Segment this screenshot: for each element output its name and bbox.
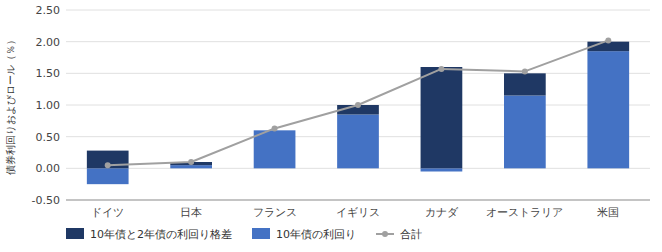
x-tick-label: オーストラリア xyxy=(486,206,563,219)
bar xyxy=(337,115,379,169)
bar xyxy=(587,51,629,168)
chart: -0.50 0.00 0.50 1.00 1.50 2.00 2.50 債券利回りおよびロール… xyxy=(0,0,662,252)
grid-line xyxy=(66,200,650,201)
bar xyxy=(504,96,546,169)
legend-swatch xyxy=(252,228,270,239)
x-tick-label: イギリス xyxy=(336,206,380,219)
line-marker xyxy=(522,68,528,74)
y-axis: -0.50 0.00 0.50 1.00 1.50 2.00 2.50 xyxy=(32,4,650,207)
line-marker xyxy=(272,125,278,131)
legend-swatch xyxy=(382,231,388,237)
legend-swatch xyxy=(66,228,84,239)
y-tick-label: -0.50 xyxy=(32,194,60,207)
x-tick-label: 日本 xyxy=(180,206,202,219)
bar xyxy=(421,168,463,171)
legend-label: 10年債と2年債の利回り格差 xyxy=(90,228,232,241)
bar xyxy=(421,67,463,168)
line-marker xyxy=(105,162,111,168)
legend-label: 合計 xyxy=(400,228,422,241)
grid-line xyxy=(66,41,650,42)
x-tick-label: フランス xyxy=(253,206,297,219)
grid-line xyxy=(66,10,650,11)
y-axis-label: 債券利回りおよびロール（％） xyxy=(5,35,16,175)
x-tick-label: 米国 xyxy=(597,206,619,219)
y-tick-label: 2.00 xyxy=(36,36,61,49)
legend-label: 10年債の利回り xyxy=(276,228,356,241)
marks xyxy=(87,37,629,184)
line xyxy=(108,40,609,165)
bar xyxy=(87,168,129,184)
y-tick-label: 2.50 xyxy=(36,4,61,17)
line-marker xyxy=(605,37,611,43)
y-tick-label: 0.50 xyxy=(36,131,61,144)
bar xyxy=(170,165,212,168)
x-tick-label: ドイツ xyxy=(91,206,124,219)
line-marker xyxy=(355,102,361,108)
grid-line xyxy=(66,73,650,74)
line-marker xyxy=(438,66,444,72)
bar xyxy=(504,73,546,95)
y-tick-label: 1.50 xyxy=(36,67,61,80)
line-marker xyxy=(188,159,194,165)
y-tick-label: 0.00 xyxy=(36,162,61,175)
bar xyxy=(87,151,129,169)
y-tick-label: 1.00 xyxy=(36,99,61,112)
bar xyxy=(254,130,296,168)
x-tick-label: カナダ xyxy=(425,206,459,219)
x-axis-line xyxy=(66,200,650,201)
legend: 10年債と2年債の利回り格差 10年債の利回り 合計 xyxy=(66,228,422,241)
